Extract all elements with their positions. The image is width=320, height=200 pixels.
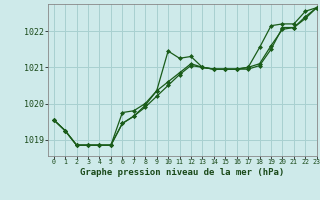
X-axis label: Graphe pression niveau de la mer (hPa): Graphe pression niveau de la mer (hPa) bbox=[80, 168, 284, 177]
